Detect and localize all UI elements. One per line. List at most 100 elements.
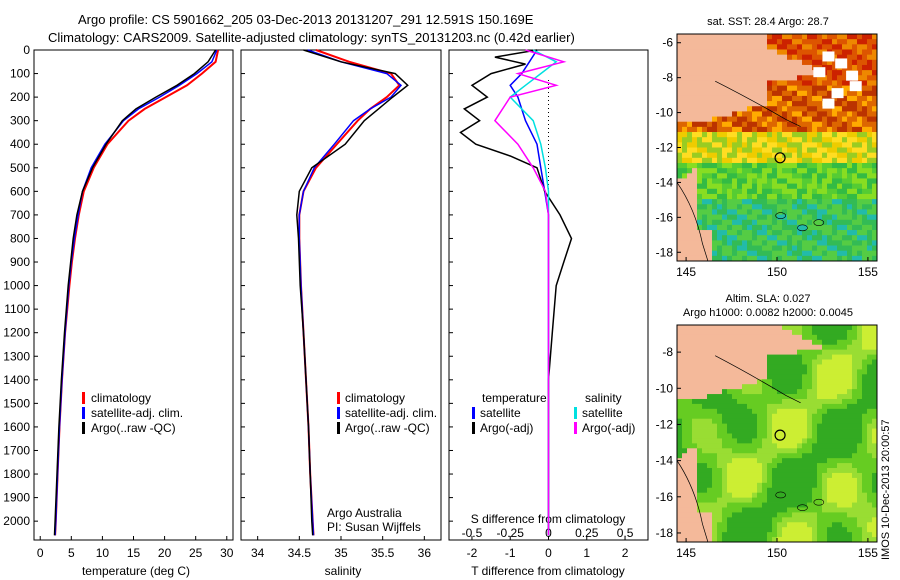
map-cell [707, 443, 713, 449]
map-cell [682, 95, 688, 102]
map-cell [767, 126, 773, 133]
map-cell [772, 418, 778, 425]
map-cell [807, 59, 813, 66]
map-cell [867, 423, 873, 429]
map-cell [717, 168, 723, 174]
cloud-gap [813, 67, 826, 78]
map-cell [682, 354, 688, 360]
map-cell [837, 235, 843, 241]
map-cell [727, 111, 733, 117]
map-cell [747, 101, 753, 107]
map-cell [812, 168, 818, 174]
map-cell [712, 379, 718, 385]
map-cell [677, 188, 683, 195]
map-cell [727, 517, 733, 523]
map-cell [797, 44, 803, 50]
map-cell [867, 188, 873, 195]
map-cell [752, 423, 758, 429]
map-cell [817, 235, 823, 241]
map-cell [682, 90, 688, 97]
map-cell [727, 193, 733, 200]
map-cell [862, 502, 868, 508]
map-cell [817, 537, 823, 543]
map-cell [827, 168, 833, 174]
map-cell [742, 204, 748, 210]
map-cell [822, 199, 828, 205]
map-cell [822, 502, 828, 508]
map-cell [707, 418, 713, 425]
map-cell [737, 522, 743, 528]
map-cell [832, 354, 838, 360]
series-argo [53, 49, 217, 536]
map-cell [732, 349, 738, 355]
map-cell [692, 482, 698, 489]
map-cell [727, 173, 733, 179]
map-cell [772, 214, 778, 221]
map-cell [757, 458, 763, 464]
map-cell [747, 537, 753, 543]
map-cell [847, 126, 853, 133]
map-cell [707, 137, 713, 143]
map-cell [827, 349, 833, 355]
map-cell [752, 142, 758, 148]
map-cell [792, 214, 798, 221]
map-cell [757, 482, 763, 489]
map-cell [862, 458, 868, 464]
map-cell [827, 359, 833, 365]
map-cell [722, 142, 728, 148]
map-cell [692, 106, 698, 112]
map-cell [787, 245, 793, 252]
map-cell [812, 517, 818, 523]
map-cell [727, 512, 733, 518]
map-cell [802, 389, 808, 395]
map-cell [817, 106, 823, 112]
map-cell [872, 116, 878, 123]
map-cell [827, 116, 833, 123]
map-cell [787, 468, 793, 474]
map-cell [727, 403, 733, 410]
map-cell [792, 39, 798, 45]
map-cell [767, 142, 773, 148]
map-cell [737, 111, 743, 117]
map-cell [792, 90, 798, 97]
map-cell [677, 106, 683, 112]
map-cell [772, 423, 778, 429]
map-cell [817, 453, 823, 459]
map-cell [867, 106, 873, 112]
map-cell [797, 472, 803, 479]
map-cell [727, 477, 733, 484]
map-cell [722, 453, 728, 459]
map-cell [767, 101, 773, 107]
map-cell [797, 137, 803, 143]
map-cell [857, 453, 863, 459]
map-cell [717, 482, 723, 489]
map-cell [752, 204, 758, 210]
map-cell [677, 482, 683, 489]
map-cell [827, 39, 833, 45]
map-cell [852, 492, 858, 499]
map-cell [782, 54, 788, 61]
map-cell [777, 522, 783, 528]
map-cell [822, 157, 828, 164]
map-cell [697, 95, 703, 102]
map-cell [752, 433, 758, 439]
map-cell [762, 132, 768, 138]
map-cell [802, 193, 808, 200]
map-cell [692, 54, 698, 61]
map-cell [697, 354, 703, 360]
map-cell [872, 325, 878, 331]
map-cell [812, 75, 818, 81]
map-cell [842, 245, 848, 252]
map-cell [807, 384, 813, 390]
map-cell [747, 325, 753, 331]
map-cell [722, 70, 728, 76]
map-cell [697, 428, 703, 434]
map-cell [837, 162, 843, 169]
map-cell [682, 418, 688, 425]
map-cell [832, 379, 838, 385]
map-cell [812, 230, 818, 236]
map-cell [807, 235, 813, 241]
map-cell [782, 339, 788, 346]
map-cell [752, 349, 758, 355]
